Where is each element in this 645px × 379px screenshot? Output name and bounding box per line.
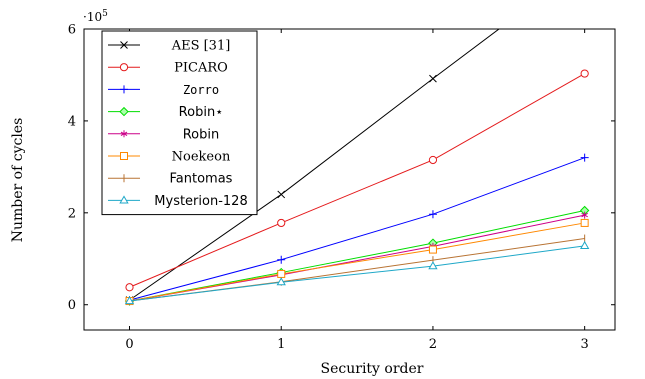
- series-noekeon: [125, 218, 589, 306]
- legend-item-zorro: Zorro: [108, 83, 219, 97]
- legend-label-zorro: Zorro: [183, 83, 219, 97]
- series-line-noekeon: [129, 222, 585, 302]
- data-point-picaro: [580, 69, 589, 78]
- series-picaro: [125, 69, 589, 292]
- data-point-zorro: [580, 153, 589, 162]
- legend-item-fantomas: Fantomas: [108, 172, 233, 187]
- data-point-mysterion-128: [428, 261, 438, 270]
- data-point-zorro: [428, 210, 437, 219]
- data-point-aes-31: [429, 74, 437, 83]
- legend-marker-mysterion-128: [119, 195, 129, 204]
- x-tick-label: 3: [581, 337, 589, 352]
- data-point-aes-31: [277, 190, 286, 199]
- series-robin: [124, 205, 590, 306]
- legend-label-aes-31: AES [31]: [171, 39, 231, 54]
- series-line-zorro: [129, 157, 585, 301]
- legend-label-fantomas: Fantomas: [170, 172, 233, 187]
- series-line-robin: [129, 210, 585, 302]
- series-line-picaro: [129, 73, 585, 288]
- data-point-picaro: [277, 218, 286, 228]
- legend-marker-robin: [119, 106, 129, 117]
- series-mysterion-128: [124, 240, 590, 305]
- series-fantomas: [129, 234, 586, 306]
- legend-marker-robin: [120, 130, 128, 138]
- legend-item-noekeon: Noekeon: [108, 150, 231, 165]
- series-line-fantomas: [129, 238, 585, 302]
- y-multiplier-exp: 5: [102, 9, 108, 19]
- series-line-aes-31: [129, 29, 500, 301]
- legend-marker-zorro: [120, 85, 128, 94]
- legend-marker-aes-31: [120, 41, 128, 49]
- y-axis-label: Number of cycles: [10, 118, 26, 243]
- data-point-noekeon: [428, 245, 437, 254]
- y-tick-label: 6: [68, 23, 76, 38]
- legend-label-picaro: PICARO: [174, 61, 228, 76]
- data-point-picaro: [125, 283, 134, 292]
- legend-label-robin: Robin: [183, 127, 220, 142]
- y-tick-label: 4: [68, 114, 76, 129]
- legend-label-mysterion-128: Mysterion-128: [154, 194, 247, 209]
- series-line-mysterion-128: [129, 245, 585, 302]
- y-tick-label: 2: [68, 206, 76, 221]
- legend-item-robin: Robin: [108, 127, 219, 142]
- x-tick-label: 0: [125, 337, 133, 352]
- plot-frame: [83, 28, 616, 331]
- legend-box: [101, 30, 258, 216]
- legend-marker-picaro: [119, 63, 129, 72]
- legend: AES [31] PICARO Zorro Robin⋆ Robin Noekeon Fan…: [101, 30, 258, 216]
- data-point-picaro: [428, 155, 438, 165]
- data-point-robin: [581, 211, 588, 219]
- legend-marker-noekeon: [120, 152, 128, 160]
- y-tick-label: 0: [68, 298, 76, 313]
- legend-item-robin: Robin⋆: [108, 105, 223, 120]
- data-point-noekeon: [580, 218, 589, 227]
- data-point-noekeon: [277, 269, 286, 278]
- data-point-mysterion-128: [124, 296, 135, 305]
- legend-label-noekeon: Noekeon: [172, 150, 231, 165]
- legend-item-mysterion-128: Mysterion-128: [108, 194, 248, 209]
- legend-item-picaro: PICARO: [108, 61, 228, 76]
- data-point-zorro: [277, 255, 286, 264]
- x-axis-label: Security order: [321, 361, 424, 377]
- y-multiplier-base: ·10: [83, 10, 102, 24]
- data-point-mysterion-128: [579, 240, 590, 250]
- x-tick-label: 2: [429, 337, 437, 352]
- x-tick-label: 1: [277, 337, 285, 352]
- legend-item-aes-31: AES [31]: [108, 39, 230, 54]
- y-multiplier: ·105: [83, 9, 108, 24]
- legend-label-robin: Robin⋆: [179, 105, 224, 120]
- data-point-mysterion-128: [276, 277, 286, 286]
